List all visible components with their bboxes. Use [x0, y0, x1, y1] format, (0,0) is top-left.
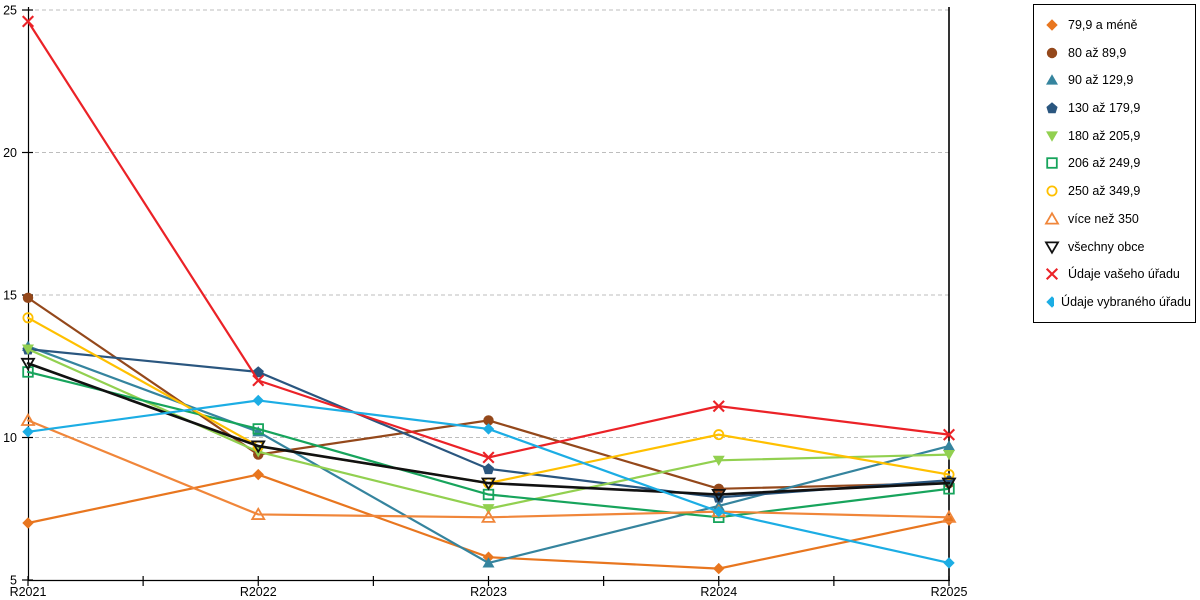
diamond-marker-icon	[713, 505, 725, 518]
legend-item: 90 až 129,9	[1043, 72, 1191, 88]
triangle-down-marker-icon	[1044, 241, 1060, 255]
triangle-up-marker-icon	[943, 440, 955, 451]
triangle-up-marker-icon	[941, 509, 957, 523]
x-marker-icon	[712, 400, 725, 413]
triangle-up-marker-icon	[480, 509, 497, 523]
x-axis-label: R2021	[10, 585, 47, 599]
circle-legend-icon	[1046, 47, 1058, 58]
triangle-down-marker-icon	[482, 504, 495, 515]
triangle-up-legend-icon	[1046, 74, 1058, 85]
triangle-down-marker-icon	[250, 440, 266, 454]
pentagon-legend-icon	[1046, 102, 1058, 114]
circle-marker-icon	[1046, 47, 1058, 58]
diamond-marker-icon	[252, 468, 264, 481]
triangle-up-marker-icon	[1044, 211, 1060, 225]
x-axis-label: R2025	[931, 585, 968, 599]
triangle-up-legend-icon	[1044, 211, 1060, 225]
legend-item-label: více než 350	[1068, 211, 1139, 226]
legend-item: 180 až 205,9	[1043, 128, 1191, 144]
chart-legend: 79,9 a méně 80 až 89,9 90 až 129,9 130 až 1…	[1033, 4, 1196, 323]
legend-item: Údaje vašeho úřadu	[1043, 266, 1191, 282]
legend-item: 250 až 349,9	[1043, 183, 1191, 199]
legend-item-label: 90 až 129,9	[1068, 73, 1134, 88]
square-marker-icon	[252, 423, 264, 435]
y-axis-label: 15	[3, 289, 17, 303]
triangle-down-marker-icon	[711, 488, 727, 502]
x-marker-icon	[942, 428, 956, 441]
legend-item-label: 80 až 89,9	[1068, 45, 1127, 60]
y-axis-label: 5	[10, 574, 17, 588]
legend-item-label: 130 až 179,9	[1068, 101, 1141, 116]
triangle-down-legend-icon	[1046, 131, 1058, 142]
legend-item: všechny obce	[1043, 239, 1191, 255]
x-marker-icon	[1045, 268, 1059, 281]
diamond-marker-icon	[22, 517, 34, 529]
legend-item-label: Údaje vašeho úřadu	[1068, 267, 1180, 282]
circle-marker-icon	[22, 312, 34, 324]
series-line	[26, 362, 951, 496]
triangle-down-marker-icon	[941, 477, 957, 491]
legend-item-label: 206 až 249,9	[1068, 156, 1141, 171]
diamond-legend-icon	[1046, 296, 1055, 308]
diamond-marker-icon	[1046, 19, 1058, 31]
x-axis-label: R2024	[700, 585, 737, 599]
triangle-down-marker-icon	[480, 477, 497, 491]
square-marker-icon	[22, 366, 34, 378]
triangle-down-marker-icon	[1046, 131, 1058, 142]
x-axis-label: R2023	[470, 585, 507, 599]
triangle-up-marker-icon	[1046, 74, 1058, 85]
pentagon-marker-icon	[1046, 102, 1058, 114]
x-marker-icon	[252, 374, 265, 387]
square-legend-icon	[1046, 157, 1058, 170]
diamond-marker-icon	[22, 426, 34, 438]
pentagon-marker-icon	[482, 463, 495, 475]
x-marker-icon	[482, 451, 495, 464]
x-marker-icon	[21, 15, 35, 28]
legend-item: 80 až 89,9	[1043, 45, 1191, 61]
triangle-down-marker-icon	[712, 455, 725, 466]
x-axis-label: R2022	[240, 585, 277, 599]
triangle-up-marker-icon	[482, 557, 495, 568]
legend-item-label: 79,9 a méně	[1068, 17, 1138, 32]
legend-item-label: Údaje vybraného úřadu	[1061, 295, 1191, 310]
y-axis-label: 25	[3, 4, 17, 18]
series-line	[26, 296, 951, 490]
circle-legend-icon	[1046, 185, 1058, 197]
legend-item: více než 350	[1043, 211, 1191, 227]
y-axis-label: 10	[3, 431, 17, 445]
triangle-down-marker-icon	[943, 450, 955, 461]
circle-marker-icon	[1046, 185, 1058, 197]
series-line	[26, 345, 951, 565]
square-marker-icon	[1046, 157, 1058, 170]
circle-marker-icon	[713, 429, 725, 441]
legend-item-label: 250 až 349,9	[1068, 184, 1141, 199]
diamond-marker-icon	[1046, 296, 1055, 308]
diamond-marker-icon	[713, 562, 725, 575]
legend-item: 79,9 a méně	[1043, 17, 1191, 33]
circle-marker-icon	[483, 415, 494, 426]
legend-item-label: 180 až 205,9	[1068, 128, 1141, 143]
triangle-down-marker-icon	[20, 357, 36, 371]
circle-marker-icon	[22, 292, 34, 304]
legend-item: 130 až 179,9	[1043, 100, 1191, 116]
y-axis-label: 20	[3, 146, 17, 160]
x-legend-icon	[1045, 268, 1059, 281]
triangle-down-marker-icon	[22, 344, 34, 355]
triangle-up-marker-icon	[250, 506, 266, 520]
diamond-marker-icon	[252, 394, 264, 407]
legend-item-label: všechny obce	[1068, 239, 1145, 254]
diamond-legend-icon	[1046, 19, 1058, 31]
series-line	[26, 419, 951, 519]
diamond-marker-icon	[943, 557, 955, 569]
triangle-up-marker-icon	[20, 412, 36, 426]
legend-item: 206 až 249,9	[1043, 155, 1191, 171]
diamond-marker-icon	[482, 423, 495, 435]
circle-marker-icon	[713, 483, 724, 494]
legend-item: Údaje vybraného úřadu	[1043, 294, 1191, 310]
triangle-down-legend-icon	[1044, 241, 1060, 255]
